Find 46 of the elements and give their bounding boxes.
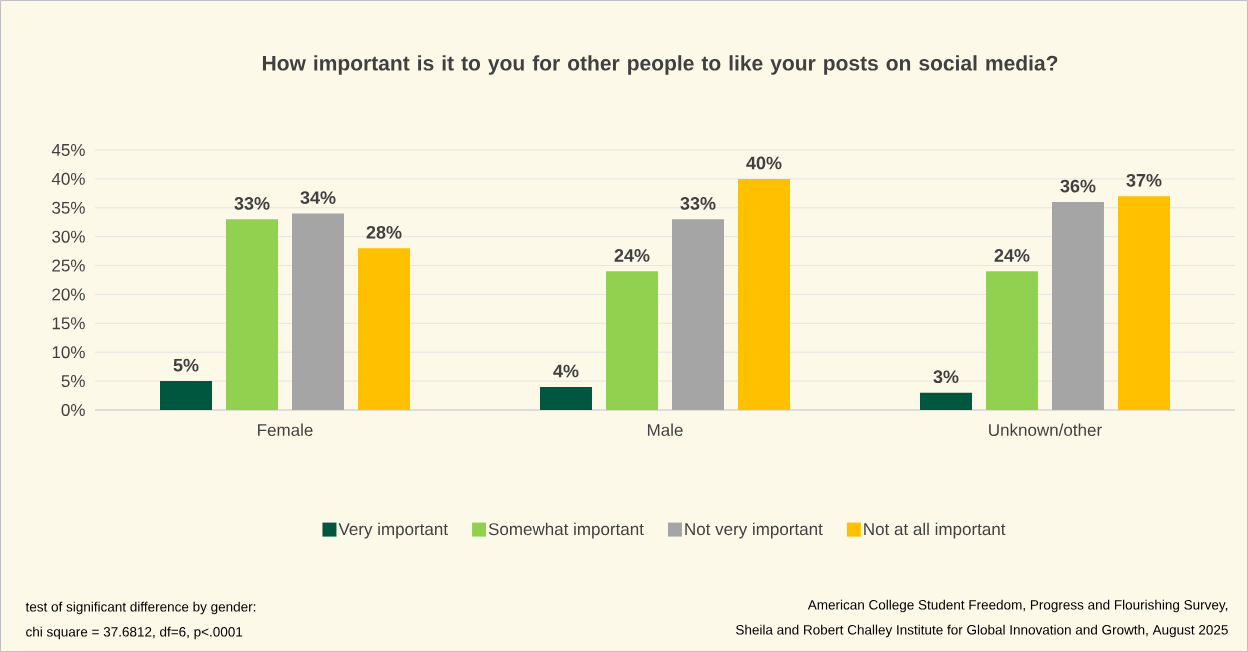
y-tick-label: 25% [52, 259, 85, 272]
data-label: 4% [553, 364, 579, 378]
x-tick-label: Male [647, 423, 683, 437]
bar [737, 178, 790, 410]
text: Sheila and Robert Challey Institute for Global Innovation and Growth, August 2025 [736, 624, 1228, 638]
data-label: 28% [366, 225, 402, 239]
chart-title: How important is it to you for other people to like your posts on social media? [262, 55, 1058, 75]
bar [1117, 196, 1170, 410]
y-tick-label: 5% [61, 375, 85, 388]
x-tick-label: Female [258, 423, 313, 437]
y-tick-label: 15% [52, 317, 85, 330]
bar [985, 271, 1038, 410]
y-tick-label: 40% [51, 172, 85, 185]
text: chi square = 37.6812, df=6, p<.0001 [26, 626, 243, 640]
data-label: 24% [614, 249, 650, 262]
bar [919, 392, 972, 410]
data-label: 33% [234, 197, 270, 210]
bar [358, 248, 410, 410]
legend-label: Not very important [685, 522, 823, 539]
legend-label: Not at all important [864, 522, 1006, 539]
data-label: 37% [1126, 173, 1162, 187]
y-tick-label: 0% [61, 403, 85, 417]
data-label: 36% [1060, 179, 1096, 193]
data-label: 3% [933, 370, 959, 384]
text: test of significant difference by gender: [25, 601, 256, 615]
bar [292, 213, 344, 410]
bar [160, 381, 213, 410]
legend-label: Very important [338, 522, 448, 539]
y-tick-label: 10% [52, 346, 85, 359]
y-tick-label: 45% [51, 144, 85, 156]
bar [539, 386, 592, 410]
data-label: 24% [994, 249, 1030, 262]
data-label: 34% [300, 191, 336, 205]
bar [605, 271, 658, 410]
y-tick-label: 20% [52, 288, 85, 301]
x-tick-label: Unknown/other [989, 423, 1102, 437]
y-tick-label: 30% [52, 230, 85, 243]
data-label: 40% [746, 156, 782, 170]
y-tick-label: 35% [52, 201, 85, 214]
bar [226, 219, 278, 410]
data-label: 33% [680, 197, 716, 210]
text: American College Student Freedom, Progress and Flourishing Survey, [807, 599, 1228, 613]
bar [671, 219, 724, 410]
data-label: 5% [173, 358, 199, 372]
bar [1051, 201, 1104, 410]
legend-label: Somewhat important [488, 522, 644, 539]
